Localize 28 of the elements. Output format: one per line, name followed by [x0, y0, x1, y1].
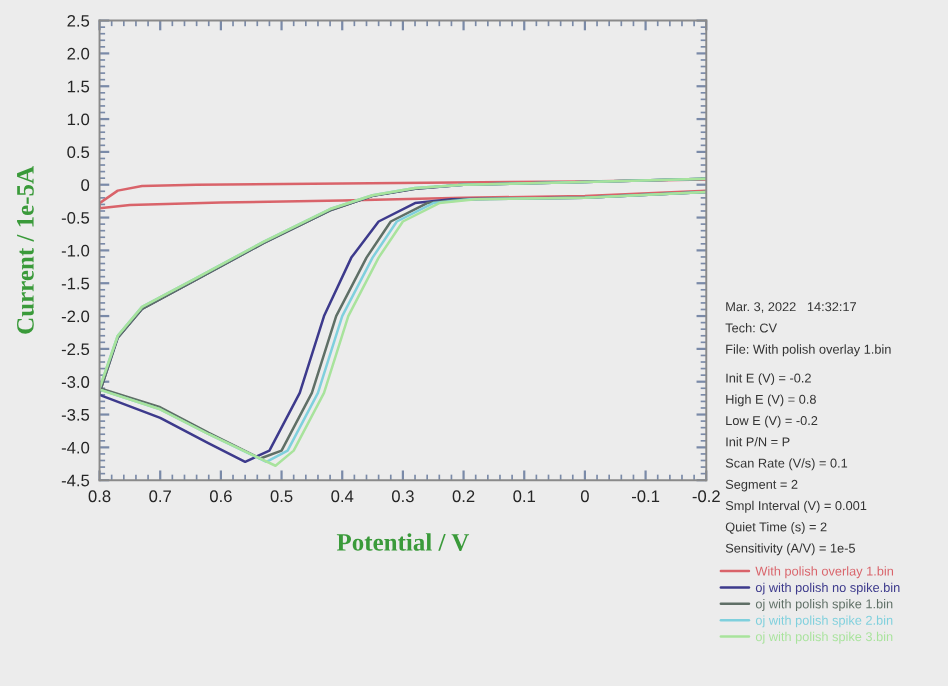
- x-tick-label: 0.8: [88, 490, 111, 503]
- y-tick-label: -1.5: [61, 277, 90, 290]
- y-tick-label: -3.0: [61, 376, 90, 388]
- y-tick-label: 0.5: [67, 146, 90, 159]
- y-axis-title: Current / 1e-5A: [17, 166, 34, 334]
- y-tick-label: 1.0: [67, 113, 90, 126]
- y-tick-label: -3.5: [61, 408, 90, 421]
- x-tick-label: -0.1: [631, 490, 660, 503]
- x-tick-label: 0.3: [391, 490, 414, 503]
- y-tick-label: -4.5: [61, 474, 90, 487]
- y-tick-label: -2.5: [61, 343, 90, 356]
- y-tick-label: 2.0: [67, 47, 90, 60]
- y-tick-label: -0.5: [61, 211, 90, 224]
- x-tick-label: 0.7: [149, 490, 171, 503]
- x-tick-label: 0: [580, 490, 589, 503]
- y-tick-label: 2.5: [67, 14, 90, 27]
- x-tick-label: -0.2: [692, 490, 720, 503]
- y-tick-label: 1.5: [67, 80, 90, 93]
- y-tick-label: 0: [81, 179, 90, 191]
- x-tick-label: 0.6: [209, 490, 232, 503]
- y-tick-label: -4.0: [61, 441, 90, 454]
- x-tick-label: 0.5: [270, 490, 293, 503]
- x-tick-label: 0.1: [513, 490, 536, 503]
- y-tick-label: -1.0: [61, 244, 90, 257]
- y-tick-label: -2.0: [61, 310, 90, 323]
- x-tick-label: 0.2: [452, 490, 475, 503]
- x-axis-title: Potential / V: [336, 533, 470, 551]
- x-tick-label: 0.4: [331, 490, 354, 503]
